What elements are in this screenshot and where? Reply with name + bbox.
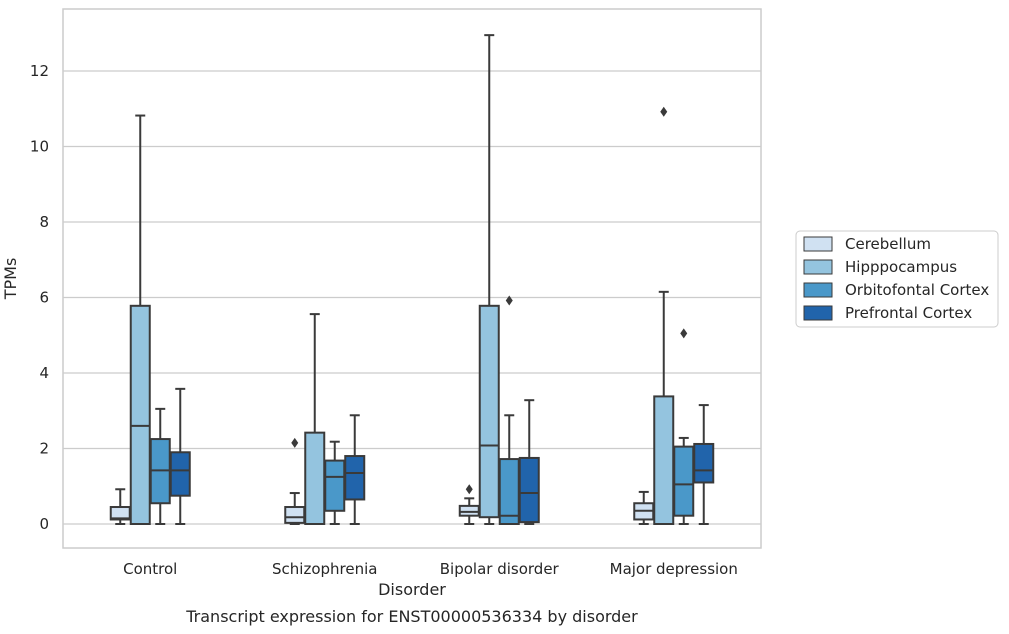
y-tick-label: 0 [39, 515, 49, 533]
box-iqr [498, 458, 520, 526]
outlier-point [505, 295, 513, 306]
box-iqr [169, 451, 191, 497]
y-axis-tick-labels: 0 2 4 6 8 10 12 [30, 62, 49, 533]
box-2-1 [129, 114, 151, 525]
box-3-3 [498, 295, 520, 526]
box-4-4 [693, 404, 715, 525]
box-iqr [284, 506, 306, 524]
legend-frame [795, 230, 999, 328]
legend-label: Cerebellum [845, 235, 931, 253]
legend: Cerebellum Hipppocampus Orbitofontal Corte… [795, 230, 999, 328]
box-2-3 [478, 34, 500, 525]
x-tick-label: Major depression [610, 560, 738, 578]
box-3-1 [149, 407, 171, 525]
box-4-2 [344, 414, 366, 525]
legend-label: Hipppocampus [845, 258, 957, 276]
box-2-2 [304, 313, 326, 525]
box-4-1 [169, 387, 191, 525]
y-tick-label: 4 [39, 364, 49, 382]
box-2-4 [653, 106, 675, 525]
box-iqr [458, 504, 480, 517]
outlier-point [660, 106, 668, 117]
box-4-3 [518, 399, 540, 525]
box-1-4 [633, 490, 655, 525]
y-tick-label: 10 [30, 138, 49, 156]
box-iqr [653, 395, 675, 525]
x-tick-label: Bipolar disorder [440, 560, 560, 578]
box-iqr [693, 442, 715, 484]
legend-swatch [803, 259, 833, 275]
box-iqr [324, 459, 346, 512]
y-tick-label: 6 [39, 289, 49, 307]
outlier-point [465, 484, 473, 495]
legend-swatch [803, 236, 833, 252]
box-3-2 [324, 440, 346, 525]
legend-label: Orbitofontal Cortex [845, 281, 989, 299]
box-series-group [109, 34, 715, 526]
legend-swatch [803, 282, 833, 298]
box-1-2 [284, 437, 306, 525]
x-tick-label: Control [123, 560, 177, 578]
box-iqr [344, 455, 366, 501]
y-tick-label: 2 [39, 440, 49, 458]
y-tick-label: 12 [30, 62, 49, 80]
x-tick-label: Schizophrenia [272, 560, 377, 578]
box-iqr [304, 431, 326, 525]
box-iqr [673, 445, 695, 517]
box-1-3 [458, 484, 480, 525]
box-1-1 [109, 488, 131, 525]
box-3-4 [673, 328, 695, 525]
x-axis-label: Disorder [378, 580, 446, 599]
y-tick-label: 8 [39, 213, 49, 231]
box-iqr [129, 304, 151, 525]
box-iqr [478, 304, 500, 519]
figure-caption: Transcript expression for ENST0000053633… [185, 607, 638, 626]
y-axis-label: TPMs [1, 258, 20, 301]
legend-label: Prefrontal Cortex [845, 304, 972, 322]
plot-area-frame [62, 8, 762, 549]
outlier-point [680, 328, 688, 339]
legend-swatch [803, 305, 833, 321]
outlier-point [291, 437, 299, 448]
x-axis-tick-labels: Control Schizophrenia Bipolar disorder Majo… [123, 560, 738, 578]
box-iqr [518, 456, 540, 524]
